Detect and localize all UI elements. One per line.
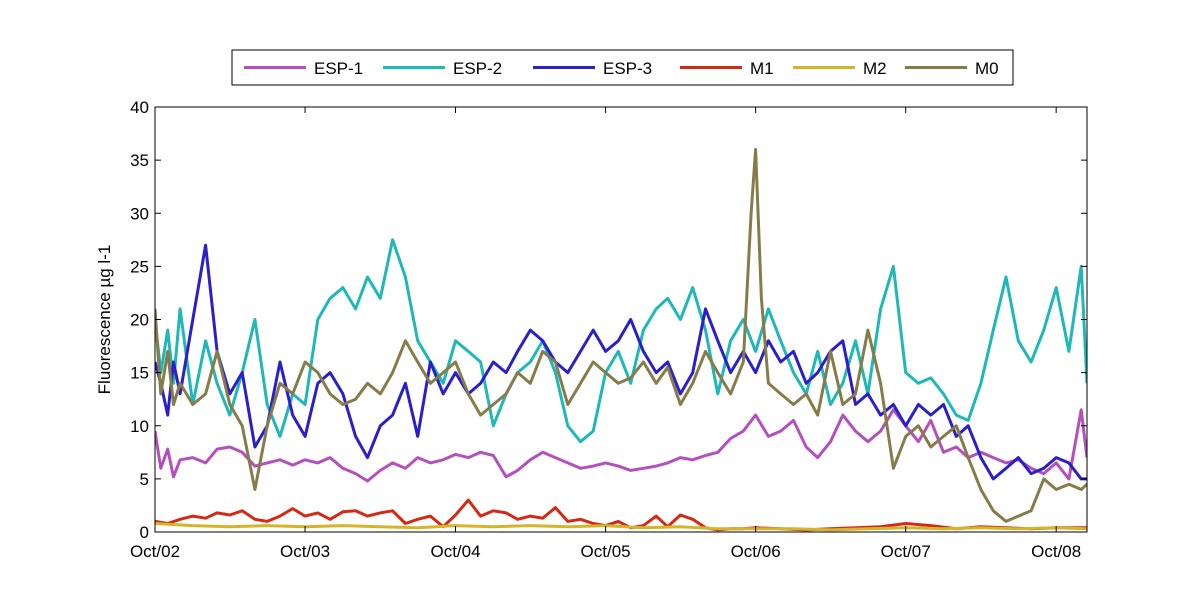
y-tick-label: 35 (130, 151, 149, 170)
y-axis: 0 5 10 15 20 25 30 35 40 (130, 98, 1087, 542)
y-tick-label: 15 (130, 364, 149, 383)
x-tick-label: Oct/03 (280, 542, 330, 561)
y-tick-label: 10 (130, 417, 149, 436)
y-axis-label: Fluorescence µg l-1 (95, 245, 114, 395)
y-tick-label: 0 (140, 523, 149, 542)
x-axis: Oct/02 Oct/03 Oct/04 Oct/05 Oct/06 Oct/07 Oct/… (130, 107, 1081, 561)
x-tick-label: Oct/05 (581, 542, 631, 561)
y-tick-label: 40 (130, 98, 149, 117)
series-layer (155, 148, 1087, 532)
legend: ESP-1 ESP-2 ESP-3 M1 M2 M0 (231, 49, 1014, 86)
series-line-m0 (155, 148, 1087, 523)
y-tick-label: 5 (140, 470, 149, 489)
x-tick-label: Oct/06 (731, 542, 781, 561)
legend-label-esp-1: ESP-1 (314, 59, 363, 78)
series-line-esp-3 (155, 243, 1087, 481)
y-tick-label: 30 (130, 204, 149, 223)
series-line-m2 (155, 522, 1087, 532)
y-tick-label: 25 (130, 257, 149, 276)
x-tick-label: Oct/04 (430, 542, 480, 561)
legend-label-m0: M0 (975, 59, 999, 78)
y-tick-label: 20 (130, 311, 149, 330)
legend-label-esp-3: ESP-3 (603, 59, 652, 78)
legend-box (231, 49, 1014, 86)
legend-label-esp-2: ESP-2 (453, 59, 502, 78)
x-tick-label: Oct/02 (130, 542, 180, 561)
x-tick-label: Oct/07 (881, 542, 931, 561)
x-tick-label: Oct/08 (1031, 542, 1081, 561)
legend-label-m2: M2 (863, 59, 887, 78)
legend-label-m1: M1 (750, 59, 774, 78)
series-line-esp-1 (155, 408, 1087, 483)
